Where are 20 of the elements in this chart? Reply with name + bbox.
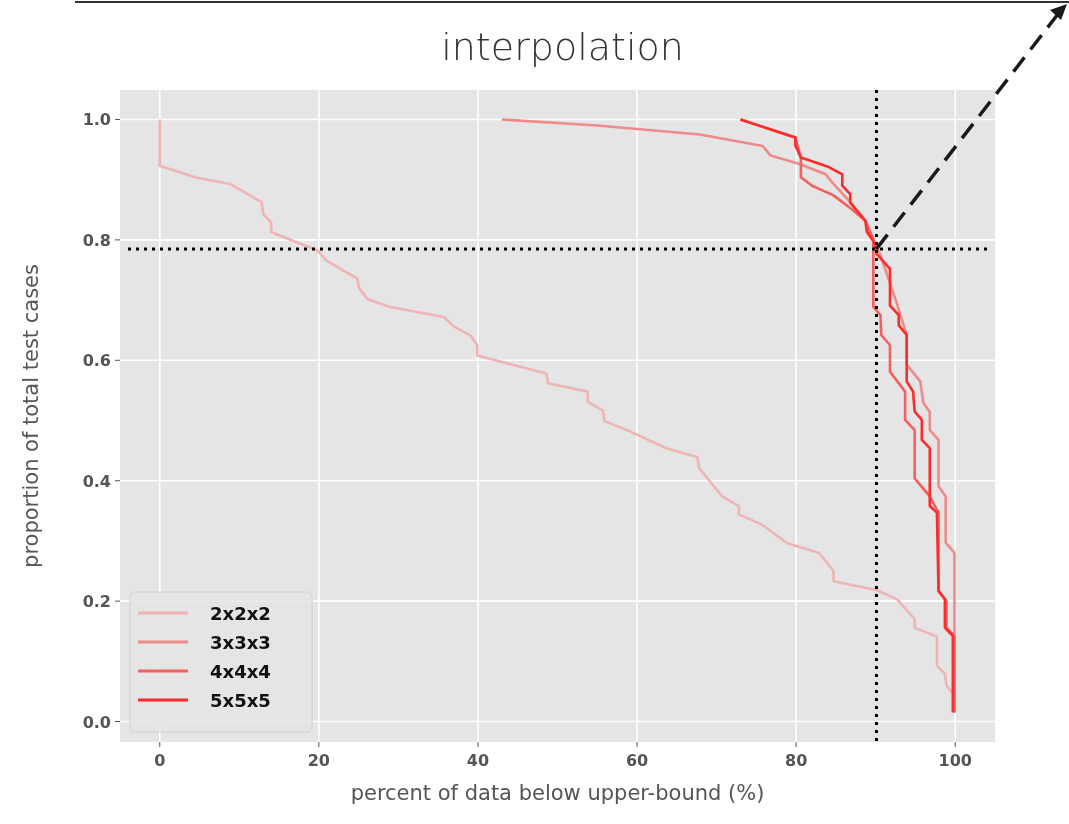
y-axis-title: proportion of total test cases xyxy=(19,264,43,568)
x-axis-title: percent of data below upper-bound (%) xyxy=(350,781,765,805)
legend-label: 2x2x2 xyxy=(210,603,271,624)
x-tick-label: 20 xyxy=(307,751,330,770)
legend-label: 4x4x4 xyxy=(210,661,271,682)
x-tick-label: 0 xyxy=(154,751,166,770)
x-tick-label: 40 xyxy=(466,751,490,770)
y-tick-label: 0.0 xyxy=(82,712,111,732)
y-tick-label: 0.8 xyxy=(82,230,111,250)
x-tick-label: 60 xyxy=(625,751,649,770)
y-tick-label: 0.4 xyxy=(82,471,111,491)
line-series xyxy=(158,118,955,696)
x-tick-label: 100 xyxy=(938,751,972,770)
chart-title: interpolation xyxy=(441,25,684,69)
y-tick-label: 0.2 xyxy=(82,592,111,612)
y-tick-label: 0.6 xyxy=(82,351,111,371)
y-tick-label: 1.0 xyxy=(82,110,111,130)
legend-label: 3x3x3 xyxy=(210,632,271,653)
legend-label: 5x5x5 xyxy=(210,690,271,711)
x-tick-label: 80 xyxy=(785,751,808,770)
